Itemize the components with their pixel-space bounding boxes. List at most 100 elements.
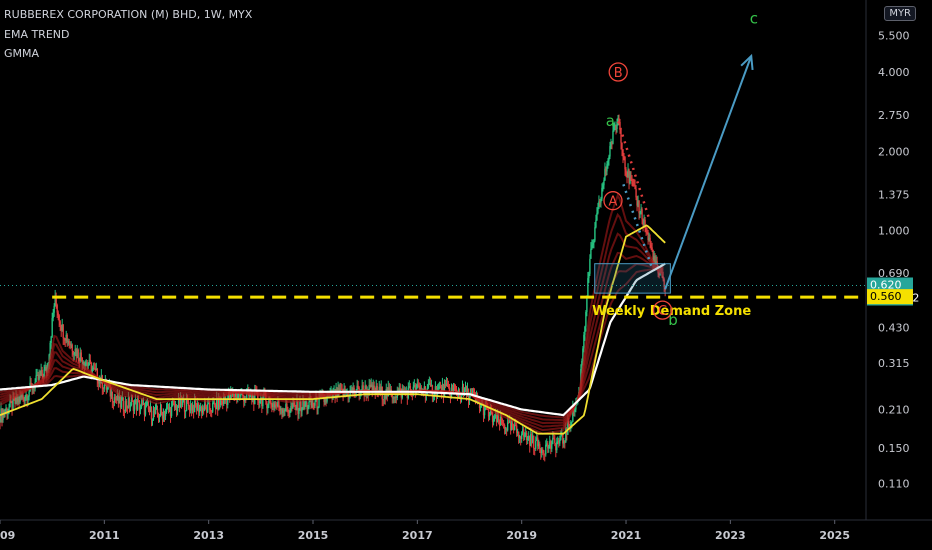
circle-label-c-circle — [652, 300, 673, 320]
down-candle — [229, 393, 231, 399]
down-candle — [362, 385, 364, 390]
up-candle — [106, 387, 109, 390]
up-candle — [5, 408, 7, 412]
up-candle — [392, 397, 394, 399]
up-candle — [282, 409, 284, 413]
down-candle — [377, 392, 379, 394]
up-candle — [51, 318, 53, 337]
down-candle — [631, 179, 633, 185]
projection-arrow-head — [740, 53, 754, 71]
up-candle — [648, 237, 650, 241]
down-candle — [605, 168, 607, 172]
up-candle — [164, 411, 167, 417]
down-candle — [209, 409, 212, 412]
down-candle — [122, 397, 125, 410]
down-candle — [569, 425, 571, 427]
up-candle — [597, 208, 599, 214]
up-candle — [655, 261, 657, 265]
down-candle — [278, 401, 280, 408]
time-tick-label: 2017 — [402, 529, 433, 542]
indicator-gmma[interactable]: GMMA — [4, 47, 40, 60]
up-candle — [307, 407, 309, 410]
up-candle — [130, 399, 133, 406]
down-candle — [448, 386, 451, 392]
up-candle — [301, 409, 303, 412]
price-tick-label: 5.500 — [878, 30, 910, 43]
down-candle — [160, 407, 163, 413]
down-candle — [451, 388, 454, 391]
ema-slow-line — [0, 262, 666, 417]
down-candle — [558, 440, 560, 444]
wave-label-b: b — [668, 311, 678, 329]
up-candle — [571, 421, 573, 423]
down-candle — [654, 256, 656, 265]
up-candle — [629, 176, 631, 184]
down-candle — [384, 395, 386, 399]
down-candle — [192, 405, 195, 413]
down-candle — [625, 169, 627, 173]
up-candle — [607, 160, 609, 165]
up-candle — [468, 395, 471, 401]
down-candle — [226, 399, 228, 405]
up-candle — [496, 415, 499, 423]
up-candle — [585, 311, 587, 327]
up-candle — [145, 405, 148, 407]
currency-badge[interactable]: MYR — [884, 6, 916, 21]
down-candle — [310, 398, 312, 406]
support-price-value: 0.560 — [870, 290, 902, 303]
up-candle — [332, 392, 334, 399]
down-candle — [68, 341, 70, 344]
time-tick-label: 2023 — [715, 529, 746, 542]
up-candle — [370, 384, 372, 387]
price-tick-label: 0.150 — [878, 442, 910, 455]
down-candle — [473, 393, 476, 396]
up-candle — [274, 404, 276, 408]
up-candle — [601, 187, 603, 199]
down-candle — [482, 403, 485, 416]
up-candle — [499, 416, 502, 426]
down-candle — [71, 344, 73, 351]
up-candle — [598, 201, 600, 209]
up-candle — [438, 386, 441, 388]
ema-lines-layer — [0, 224, 666, 435]
down-candle — [271, 404, 273, 407]
down-candle — [180, 398, 183, 406]
down-candle — [379, 386, 381, 393]
down-candle — [373, 385, 375, 390]
down-candle — [93, 367, 96, 369]
down-candle — [454, 388, 457, 390]
up-candle — [19, 395, 21, 403]
down-candle — [465, 387, 468, 397]
down-candle — [169, 407, 172, 416]
down-candle — [300, 401, 302, 412]
up-candle — [326, 395, 328, 402]
up-candle — [121, 397, 124, 401]
down-candle — [138, 401, 141, 411]
up-candle — [627, 169, 629, 178]
up-candle — [535, 440, 537, 449]
up-candle — [142, 403, 145, 405]
down-candle — [497, 415, 500, 422]
up-candle — [207, 403, 210, 405]
up-candle — [198, 408, 201, 413]
wave-label-a: a — [606, 112, 615, 130]
up-candle — [149, 406, 152, 412]
down-candle — [340, 388, 342, 390]
up-candle — [21, 395, 23, 398]
up-candle — [640, 209, 642, 213]
up-candle — [560, 436, 562, 440]
up-candle — [352, 387, 354, 393]
projection-arrow-line — [664, 55, 753, 290]
down-candle — [652, 249, 654, 263]
down-candle — [210, 411, 213, 413]
up-candle — [199, 406, 202, 409]
up-candle — [586, 297, 588, 312]
up-candle — [523, 435, 526, 437]
down-candle — [205, 406, 208, 413]
up-candle — [152, 410, 155, 419]
down-candle — [615, 126, 617, 129]
down-candle — [651, 247, 653, 250]
indicator-ema-trend[interactable]: EMA TREND — [4, 28, 70, 41]
up-candle — [589, 258, 591, 274]
